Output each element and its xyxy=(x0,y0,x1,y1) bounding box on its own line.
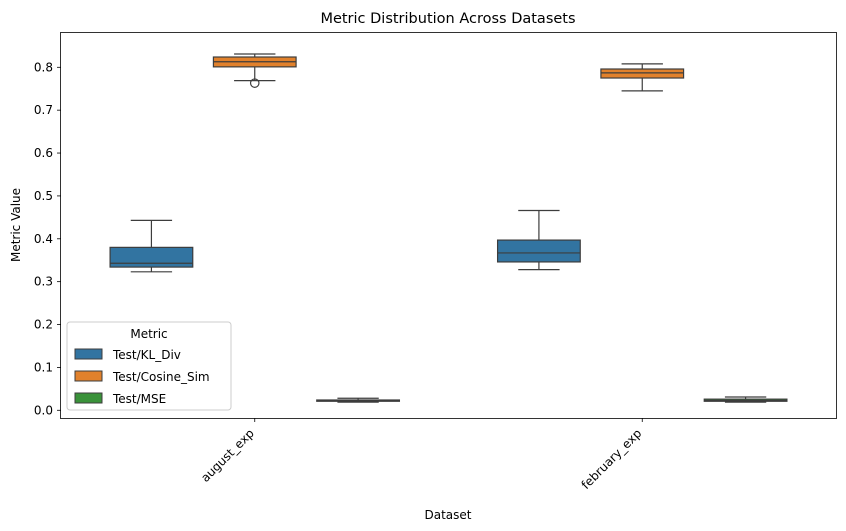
box-body xyxy=(109,246,194,268)
legend: Metric Test/KL_Div Test/Cosine_Sim Test/MSE xyxy=(66,321,232,411)
y-tick-label: 0.0 xyxy=(34,403,53,417)
box-test-cosine-sim-august_exp xyxy=(212,53,297,88)
box-body xyxy=(496,239,581,263)
y-tick-label: 0.4 xyxy=(34,232,53,246)
legend-title: Metric xyxy=(130,327,167,341)
box-test-cosine-sim-february_exp xyxy=(600,63,685,92)
plot-frame xyxy=(60,32,837,419)
outlier-point xyxy=(249,78,260,88)
y-tick-label: 0.3 xyxy=(34,275,53,289)
plot-layer xyxy=(109,53,788,403)
y-tick-label: 0.2 xyxy=(34,318,53,332)
box-test-mse-august_exp xyxy=(316,397,401,403)
x-tick-label: february_exp xyxy=(579,426,645,492)
y-axis-label: Metric Value xyxy=(9,188,23,262)
legend-label: Test/KL_Div xyxy=(112,348,181,362)
y-tick-label: 0.8 xyxy=(34,60,53,74)
legend-label: Test/Cosine_Sim xyxy=(112,370,210,384)
box-test-kl-div-february_exp xyxy=(496,209,581,271)
legend-swatch-test-mse xyxy=(74,392,103,404)
chart-title: Metric Distribution Across Datasets xyxy=(320,11,575,27)
y-tick-label: 0.6 xyxy=(34,146,53,160)
x-axis: august_exp february_exp xyxy=(198,418,644,492)
x-tick-label: august_exp xyxy=(198,426,257,485)
legend-label: Test/MSE xyxy=(112,392,166,406)
box-test-mse-february_exp xyxy=(703,396,788,403)
y-axis: 0.0 0.1 0.2 0.3 0.4 0.5 0.6 0.7 0.8 xyxy=(34,60,61,417)
legend-swatch-test-cosine-sim xyxy=(74,370,103,382)
legend-frame xyxy=(66,321,232,411)
y-tick-label: 0.7 xyxy=(34,103,53,117)
box-test-kl-div-august_exp xyxy=(109,219,194,273)
box-body xyxy=(600,68,685,79)
x-axis-label: Dataset xyxy=(425,508,472,522)
y-tick-label: 0.1 xyxy=(34,360,53,374)
y-tick-label: 0.5 xyxy=(34,189,53,203)
legend-swatch-test-kl-div xyxy=(74,348,103,360)
